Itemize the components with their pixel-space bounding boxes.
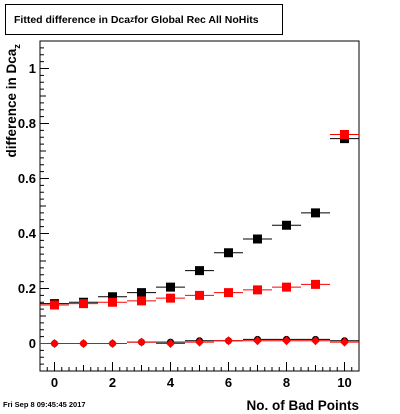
data-point <box>195 266 204 276</box>
y-tick-label: 0.4 <box>18 226 37 241</box>
axes <box>39 40 360 372</box>
data-point <box>108 339 117 348</box>
y-tick-label: 0.8 <box>18 116 36 131</box>
data-point <box>253 285 262 295</box>
data-point <box>195 337 204 347</box>
y-axis-title-subscript: z <box>12 44 23 49</box>
y-axis-title-main: difference in Dca <box>4 48 19 157</box>
data-point <box>224 336 233 346</box>
data-point <box>224 248 233 258</box>
data-point <box>311 336 320 346</box>
data-point <box>108 297 117 307</box>
chart-marks <box>40 130 359 348</box>
data-point <box>282 220 291 230</box>
axis-labels: 0 2 4 6 8 10 0 0.2 0.4 0.6 0.8 1 No. of Bad Points di… <box>4 44 359 413</box>
data-point <box>108 292 117 302</box>
data-point <box>253 234 262 244</box>
data-point <box>79 299 88 309</box>
data-point <box>166 282 175 292</box>
data-point <box>137 296 146 306</box>
chart-title-suffix: for Global Rec All NoHits <box>134 13 259 26</box>
chart-title: Fitted difference in Dca z for Global Rec… <box>5 4 283 35</box>
data-point <box>282 336 291 346</box>
y-tick-label: 1 <box>29 61 36 76</box>
data-point <box>340 337 349 347</box>
data-point <box>79 339 88 348</box>
x-tick-label: 2 <box>109 375 116 390</box>
series-4 <box>40 336 359 348</box>
chart-title-subscript: z <box>130 15 135 24</box>
x-tick-label: 8 <box>283 375 290 390</box>
data-point <box>50 339 59 348</box>
data-point <box>253 336 262 346</box>
x-axis-title: No. of Bad Points <box>247 398 360 413</box>
data-point <box>282 282 291 292</box>
data-point <box>166 293 175 303</box>
data-point <box>195 290 204 300</box>
series-2 <box>40 130 359 310</box>
y-tick-label: 0.6 <box>18 171 36 186</box>
x-tick-label: 0 <box>51 375 58 390</box>
x-tick-label: 6 <box>225 375 232 390</box>
plot-frame <box>39 40 360 372</box>
data-point <box>224 288 233 298</box>
y-tick-label: 0.2 <box>18 281 36 296</box>
chart-title-main: Fitted difference in Dca <box>14 13 131 26</box>
x-tick-label: 10 <box>337 375 351 390</box>
y-tick-label: 0 <box>29 336 36 351</box>
data-point <box>311 208 320 218</box>
data-point <box>137 337 146 347</box>
y-axis-title: difference in Dcaz <box>4 44 23 158</box>
footer-timestamp: Fri Sep 8 09:45:45 2017 <box>3 400 86 409</box>
data-point <box>166 339 175 348</box>
data-point <box>50 300 59 310</box>
data-point <box>311 279 320 289</box>
data-point <box>137 288 146 298</box>
x-tick-label: 4 <box>167 375 175 390</box>
data-point <box>340 130 349 139</box>
